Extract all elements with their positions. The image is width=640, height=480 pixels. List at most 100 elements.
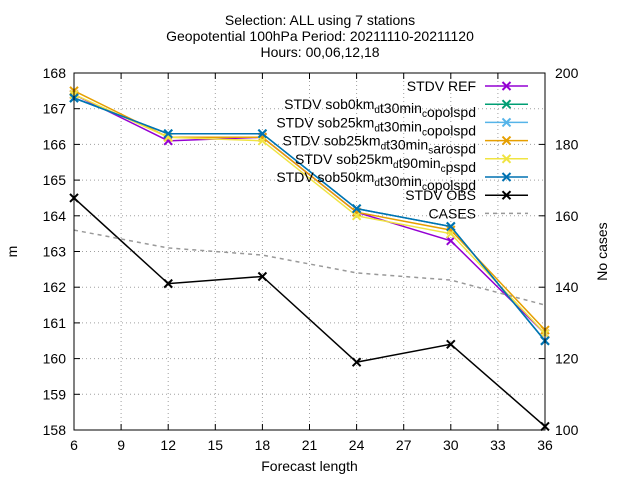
legend-label-part: t30min — [380, 100, 422, 116]
legend-marker — [501, 172, 512, 182]
y-tick-label: 164 — [43, 208, 67, 224]
legend-label-part: STDV sob25km — [283, 133, 381, 149]
legend-label-part: c — [422, 182, 427, 193]
x-tick-label: 21 — [302, 437, 318, 453]
series-line — [73, 93, 546, 335]
data-point — [446, 221, 456, 232]
data-point — [446, 228, 456, 239]
legend-label-part: d — [393, 160, 399, 171]
legend-marker — [501, 81, 512, 91]
legend-label: CASES — [429, 205, 476, 221]
data-point — [351, 203, 362, 214]
x-tick-label: 24 — [349, 437, 365, 453]
y2-tick-label: 200 — [555, 65, 579, 81]
legend-label-part: s — [428, 146, 433, 157]
data-point — [163, 136, 173, 146]
x-tick-label: 30 — [443, 437, 459, 453]
x-tick-label: 12 — [160, 437, 176, 453]
legend-entry-7: CASES — [429, 205, 528, 221]
y2-tick-label: 120 — [555, 351, 579, 367]
legend-label-part: CASES — [429, 205, 476, 221]
legend-label: STDV sob25kmdt30mincopolspd — [276, 114, 476, 138]
y2-tick-label: 140 — [555, 279, 579, 295]
x-axis-label: Forecast length — [261, 458, 358, 474]
chart-title-line-3: Hours: 00,06,12,18 — [260, 44, 380, 60]
x-tick-label: 27 — [396, 437, 412, 453]
legend-label: STDV sob50kmdt30mincopolspd — [276, 169, 476, 193]
x-tick-label: 15 — [208, 437, 224, 453]
x-tick-label: 9 — [117, 437, 125, 453]
legend-label-part: arospd — [433, 141, 476, 157]
data-point — [257, 271, 268, 282]
legend-label-part: opolspd — [427, 177, 476, 193]
data-point — [163, 132, 173, 142]
chart-title-line-1: Selection: ALL using 7 stations — [224, 12, 416, 28]
legend-label-part: c — [422, 127, 427, 138]
legend-marker — [501, 154, 512, 164]
legend-label-part: STDV sob25km — [295, 151, 393, 167]
legend-marker — [501, 135, 512, 146]
legend-label-part: STDV sob25km — [276, 114, 374, 130]
legend-marker — [501, 99, 512, 109]
legend-label-part: pspd — [446, 159, 476, 175]
legend-label: STDV sob25kmdt90mincpspd — [295, 151, 476, 175]
legend-entry-0: STDV REF — [407, 78, 528, 94]
legend-label-part: d — [381, 142, 387, 153]
legend-label-part: STDV REF — [407, 78, 476, 94]
data-point — [446, 339, 456, 350]
legend-label-part: d — [374, 123, 380, 134]
data-point — [163, 128, 173, 139]
legend-label-part: d — [374, 105, 380, 116]
legend-label-part: t90min — [399, 155, 441, 171]
data-point — [257, 136, 268, 146]
y-tick-label: 159 — [43, 386, 67, 402]
legend-label-part: t30min — [386, 137, 428, 153]
y-axis-label: m — [4, 246, 20, 258]
legend-entry-1: STDV sob0kmdt30mincopolspd — [284, 96, 528, 120]
series-1 — [69, 93, 550, 346]
y-tick-label: 165 — [43, 172, 67, 188]
legend-label-part: d — [374, 178, 380, 189]
axes: 6 9 12 15 18 21 24 27 30 33 36 158 159 160 161 162 163 16… — [43, 65, 579, 453]
legend-entry-4: STDV sob25kmdt90mincpspd — [295, 151, 528, 175]
y-tick-label: 168 — [43, 65, 67, 81]
y-tick-label: 158 — [43, 422, 67, 438]
legend-entry-3: STDV sob25kmdt30minsarospd — [283, 133, 528, 157]
legend-label: STDV sob0kmdt30mincopolspd — [284, 96, 476, 120]
x-tick-label: 6 — [70, 437, 78, 453]
x-tick-label: 18 — [255, 437, 271, 453]
x-tick-label: 33 — [490, 437, 506, 453]
legend-label-part: t30min — [380, 173, 422, 189]
data-point — [446, 236, 456, 246]
y2-axis-label: No cases — [594, 222, 610, 280]
legend-entry-5: STDV sob50kmdt30mincopolspd — [276, 169, 528, 193]
y-tick-label: 167 — [43, 101, 67, 117]
legend-label-part: c — [422, 109, 427, 120]
y2-tick-label: 160 — [555, 208, 579, 224]
x-tick-label: 36 — [537, 437, 553, 453]
y-tick-label: 161 — [43, 315, 67, 331]
legend-label: STDV REF — [407, 78, 476, 94]
series-2 — [69, 93, 550, 346]
legend-label: STDV sob25kmdt30minsarospd — [283, 133, 476, 157]
data-point — [257, 132, 268, 142]
data-point — [351, 357, 362, 367]
y-tick-label: 163 — [43, 244, 67, 260]
data-point — [351, 211, 362, 221]
legend-label-part: STDV sob50km — [276, 169, 374, 185]
y-tick-label: 160 — [43, 351, 67, 367]
series-5 — [69, 93, 550, 346]
chart-title-line-2: Geopotential 100hPa Period: 20211110-202… — [166, 28, 474, 44]
legend-label-part: opolspd — [427, 122, 476, 138]
series-line — [73, 97, 546, 342]
series-line — [73, 197, 546, 427]
y-tick-label: 162 — [43, 279, 67, 295]
legend-label-part: STDV sob0km — [284, 96, 374, 112]
legend-label-part: opolspd — [427, 104, 476, 120]
legend-entry-2: STDV sob25kmdt30mincopolspd — [276, 114, 528, 138]
legend-label-part: c — [441, 164, 446, 175]
legend-label-part: STDV OBS — [405, 187, 476, 203]
legend-marker — [501, 190, 512, 200]
legend-label: STDV OBS — [405, 187, 476, 203]
